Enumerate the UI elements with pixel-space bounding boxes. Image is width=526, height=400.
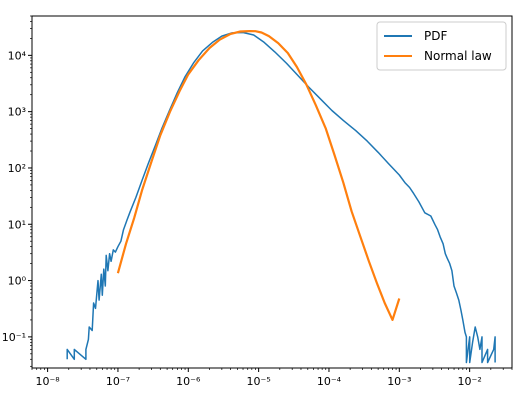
x-tick-label: 10⁻³ [387,375,411,388]
x-tick-label: 10⁻⁵ [247,375,271,388]
y-tick-label: 10⁻¹ [2,331,26,344]
plot-frame [31,15,513,369]
y-tick-label: 10⁰ [8,275,27,288]
series-line-normal-law [116,30,401,321]
legend-box [376,21,507,71]
x-tick-label: 10⁻⁸ [35,375,60,388]
x-tick-label: 10⁻² [458,375,482,388]
legend-label-pdf: PDF [424,29,447,43]
legend-label-normal-law: Normal law [424,49,492,63]
y-tick-label: 10¹ [8,218,26,231]
x-tick-label: 10⁻⁷ [106,375,130,388]
x-tick-label: 10⁻⁴ [317,375,342,388]
y-tick-label: 10² [8,162,26,175]
x-tick-label: 10⁻⁶ [176,375,201,388]
legend: PDF Normal law [376,21,507,71]
y-tick-label: 10³ [8,106,26,119]
axes: 10⁻⁸ 10⁻⁷ 10⁻⁶ 10⁻⁵ 10⁻⁴ 10⁻³ 10⁻² 10⁻¹ 10⁰ 10¹ 10… [2,15,513,388]
y-tick-label: 10⁴ [8,49,27,62]
series-layer [66,30,496,364]
series-line-pdf [66,31,496,364]
